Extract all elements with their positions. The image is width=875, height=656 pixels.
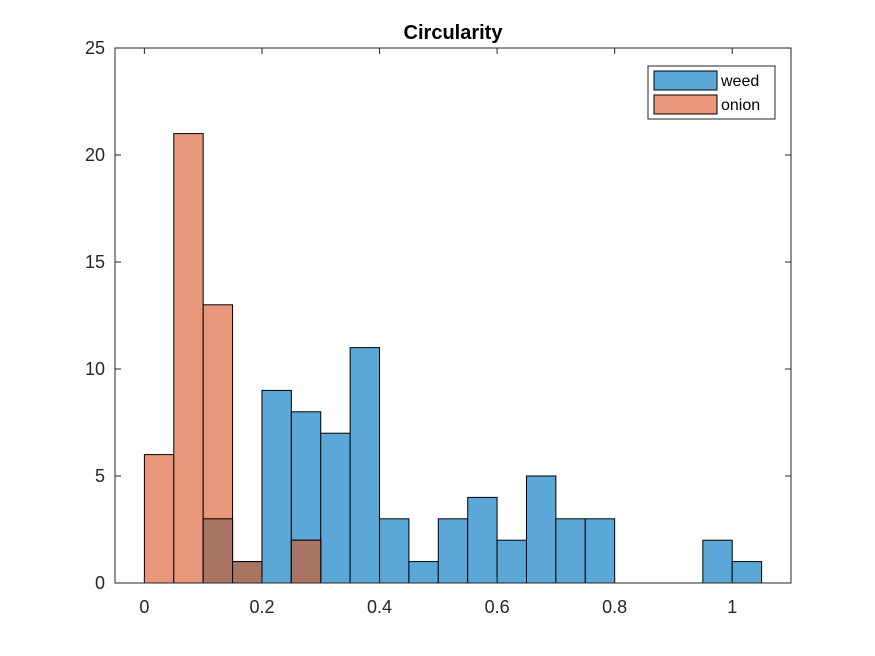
y-tick-label: 10: [85, 359, 105, 379]
overlap-bar: [232, 561, 263, 584]
weed-bar: [320, 432, 351, 584]
onion-bar: [173, 133, 204, 584]
x-tick-label: 0.4: [367, 597, 392, 617]
legend-swatch-weed: [653, 70, 718, 91]
weed-bar: [702, 539, 733, 584]
weed-bar: [496, 539, 527, 584]
x-tick-label: 0.2: [249, 597, 274, 617]
weed-bar: [379, 518, 410, 584]
weed-bar: [467, 496, 498, 584]
weed-bar: [731, 561, 763, 584]
legend: weed onion: [647, 65, 776, 120]
weed-bar: [584, 518, 616, 584]
chart-title: Circularity: [404, 22, 504, 44]
overlap-bar: [290, 539, 322, 584]
weed-bar: [437, 518, 469, 584]
weed-bar: [525, 475, 557, 584]
legend-swatch-onion: [653, 94, 718, 115]
x-tick-label: 0.8: [602, 597, 627, 617]
x-tick-label: 0.6: [485, 597, 510, 617]
y-tick-label: 25: [85, 38, 105, 58]
weed-bar: [408, 561, 439, 584]
x-tick-label: 0: [139, 597, 149, 617]
weed-bar: [349, 347, 381, 584]
weed-bar: [261, 389, 292, 584]
y-tick-label: 20: [85, 145, 105, 165]
legend-label-onion: onion: [721, 97, 760, 114]
weed-bar: [555, 518, 586, 584]
onion-bar: [143, 454, 175, 584]
y-tick-label: 15: [85, 252, 105, 272]
x-tick-label: 1: [727, 597, 737, 617]
legend-label-weed: weed: [720, 73, 759, 90]
bars-group: [143, 133, 763, 584]
plot-area-border: [114, 47, 792, 584]
y-tick-label: 5: [95, 466, 105, 486]
overlap-bar: [202, 518, 234, 584]
y-tick-label: 0: [95, 573, 105, 593]
